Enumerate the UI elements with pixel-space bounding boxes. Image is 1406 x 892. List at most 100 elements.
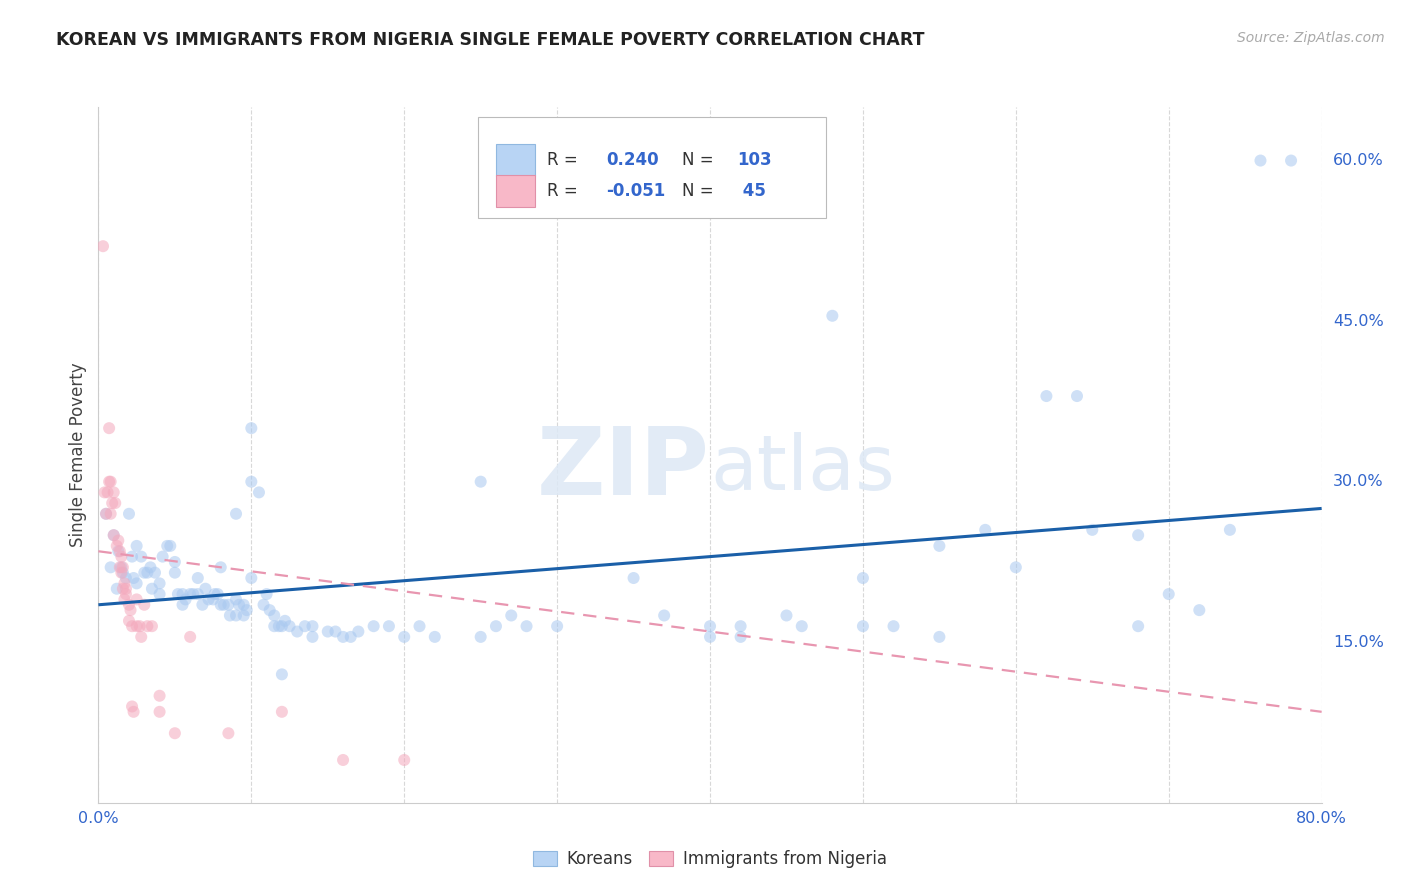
Point (267, 619, 290, 633)
Point (136, 566, 159, 580)
Text: atlas: atlas (710, 432, 894, 506)
Point (270, 667, 292, 681)
Point (98, 421, 121, 435)
Point (256, 587, 278, 601)
Point (149, 705, 172, 719)
Point (174, 592, 197, 607)
Point (103, 528, 125, 542)
Point (172, 587, 194, 601)
Point (115, 582, 138, 596)
Text: -0.051: -0.051 (606, 182, 665, 201)
Point (232, 608, 254, 623)
Text: 45.0%: 45.0% (1333, 314, 1384, 328)
Text: 0.240: 0.240 (606, 152, 658, 169)
Point (652, 608, 675, 623)
Point (928, 630, 950, 644)
Point (97, 485, 120, 500)
Point (1066, 389, 1088, 403)
Text: R =: R = (547, 182, 583, 201)
Point (294, 619, 316, 633)
Point (118, 598, 141, 612)
Text: ZIP: ZIP (537, 423, 710, 515)
Point (207, 587, 229, 601)
Point (470, 475, 492, 489)
Point (105, 539, 128, 553)
Point (125, 539, 148, 553)
Point (129, 630, 152, 644)
Point (501, 608, 523, 623)
Point (134, 598, 156, 612)
Point (163, 726, 186, 740)
Point (470, 630, 492, 644)
Point (301, 630, 323, 644)
Point (128, 619, 150, 633)
Point (112, 576, 135, 591)
Point (134, 566, 156, 580)
Point (98, 475, 121, 489)
Point (274, 614, 297, 628)
Point (217, 726, 239, 740)
Point (790, 619, 813, 633)
Y-axis label: Single Female Poverty: Single Female Poverty (69, 363, 87, 547)
Point (194, 582, 217, 596)
Point (730, 630, 752, 644)
Point (110, 566, 132, 580)
Point (111, 566, 134, 580)
Text: Source: ZipAtlas.com: Source: ZipAtlas.com (1237, 31, 1385, 45)
Point (115, 571, 138, 585)
Point (378, 619, 401, 633)
Point (1249, 153, 1271, 168)
Text: 30.0%: 30.0% (1333, 475, 1384, 489)
Point (120, 603, 142, 617)
Point (775, 608, 797, 623)
Point (167, 587, 190, 601)
Point (225, 608, 247, 623)
Point (225, 592, 247, 607)
Point (1004, 560, 1026, 574)
Point (408, 619, 430, 633)
Point (699, 619, 721, 633)
Point (423, 630, 446, 644)
Point (316, 624, 339, 639)
Point (163, 566, 186, 580)
Point (136, 619, 159, 633)
Point (100, 507, 122, 521)
Point (263, 619, 285, 633)
Point (129, 549, 152, 564)
Point (363, 619, 385, 633)
Point (240, 571, 263, 585)
Point (103, 528, 125, 542)
Point (202, 592, 225, 607)
Point (108, 560, 131, 574)
Point (217, 598, 239, 612)
Point (191, 598, 214, 612)
Point (111, 582, 134, 596)
Point (179, 630, 201, 644)
FancyBboxPatch shape (496, 176, 536, 208)
Point (100, 475, 122, 489)
Point (107, 544, 129, 558)
Point (1128, 619, 1150, 633)
Point (121, 619, 143, 633)
Point (125, 592, 148, 607)
Point (121, 549, 143, 564)
Point (111, 560, 134, 574)
Text: 45: 45 (737, 182, 766, 201)
Point (209, 560, 232, 574)
Point (259, 603, 281, 617)
Point (1157, 587, 1180, 601)
Text: KOREAN VS IMMIGRANTS FROM NIGERIA SINGLE FEMALE POVERTY CORRELATION CHART: KOREAN VS IMMIGRANTS FROM NIGERIA SINGLE… (56, 31, 925, 49)
Point (159, 539, 181, 553)
Point (179, 587, 201, 601)
Point (122, 571, 145, 585)
Point (103, 485, 125, 500)
Point (1219, 523, 1241, 537)
Point (110, 560, 132, 574)
Text: 103: 103 (737, 152, 772, 169)
Point (108, 544, 131, 558)
Text: N =: N = (682, 182, 718, 201)
Point (94, 507, 117, 521)
Point (139, 560, 162, 574)
Point (228, 598, 250, 612)
Point (149, 689, 172, 703)
